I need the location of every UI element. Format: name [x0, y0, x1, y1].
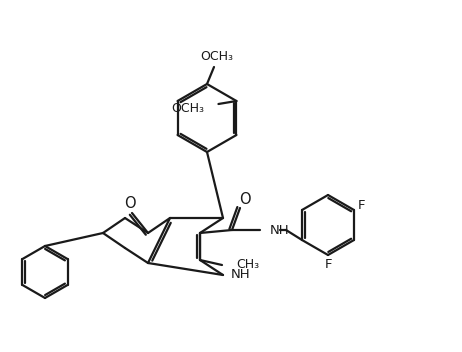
Text: F: F [358, 199, 365, 212]
Text: CH₃: CH₃ [236, 258, 259, 271]
Text: NH: NH [231, 269, 250, 282]
Text: F: F [324, 258, 332, 270]
Text: OCH₃: OCH₃ [201, 50, 233, 63]
Text: OCH₃: OCH₃ [171, 102, 205, 115]
Text: NH: NH [270, 224, 290, 237]
Text: O: O [239, 193, 251, 207]
Text: O: O [124, 195, 136, 210]
